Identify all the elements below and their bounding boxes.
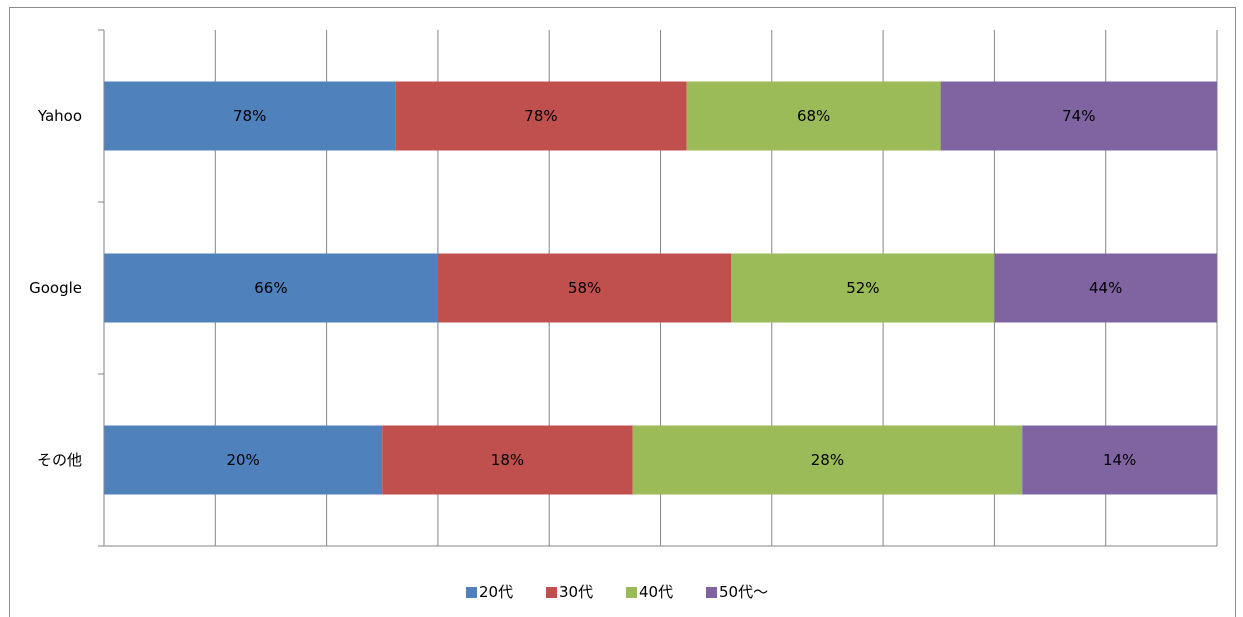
bar-segment: [395, 81, 687, 151]
bar-segment: [994, 253, 1217, 323]
data-label: 68%: [797, 107, 830, 125]
legend-swatch: [466, 587, 477, 598]
data-label: 78%: [524, 107, 557, 125]
legend-entry: 30代: [559, 583, 593, 601]
category-label: その他: [37, 451, 82, 469]
category-axis: Yahoo Google その他: [29, 29, 1217, 547]
bar-segment: [731, 253, 995, 323]
bar-segment: [1022, 425, 1217, 495]
bar-segment: [104, 81, 396, 151]
legend-entry: 40代: [639, 583, 673, 601]
bar-segment: [104, 425, 383, 495]
data-label: 58%: [568, 279, 601, 297]
category-label: Yahoo: [37, 107, 82, 125]
category-label: Google: [29, 279, 82, 297]
data-label: 20%: [226, 451, 259, 469]
legend-entry: 50代〜: [719, 583, 768, 601]
bar-segment: [686, 81, 941, 151]
bar-segment: [437, 253, 732, 323]
data-label: 28%: [811, 451, 844, 469]
bar-segment: [940, 81, 1217, 151]
bar-segment: [104, 253, 438, 323]
data-label: 74%: [1062, 107, 1095, 125]
bars: 78% 78% 68% 74% 66% 58% 52% 44% 20% 18% 28% 14%: [104, 81, 1217, 495]
bar-segment: [632, 425, 1023, 495]
legend-swatch: [546, 587, 557, 598]
data-label: 44%: [1089, 279, 1122, 297]
data-label: 78%: [233, 107, 266, 125]
legend-swatch: [626, 587, 637, 598]
data-label: 52%: [846, 279, 879, 297]
legend-entry: 20代: [479, 583, 513, 601]
legend: 20代 30代 40代 50代〜: [466, 583, 768, 601]
legend-swatch: [706, 587, 717, 598]
bar-segment: [382, 425, 633, 495]
data-label: 18%: [491, 451, 524, 469]
data-label: 14%: [1103, 451, 1136, 469]
data-label: 66%: [254, 279, 287, 297]
